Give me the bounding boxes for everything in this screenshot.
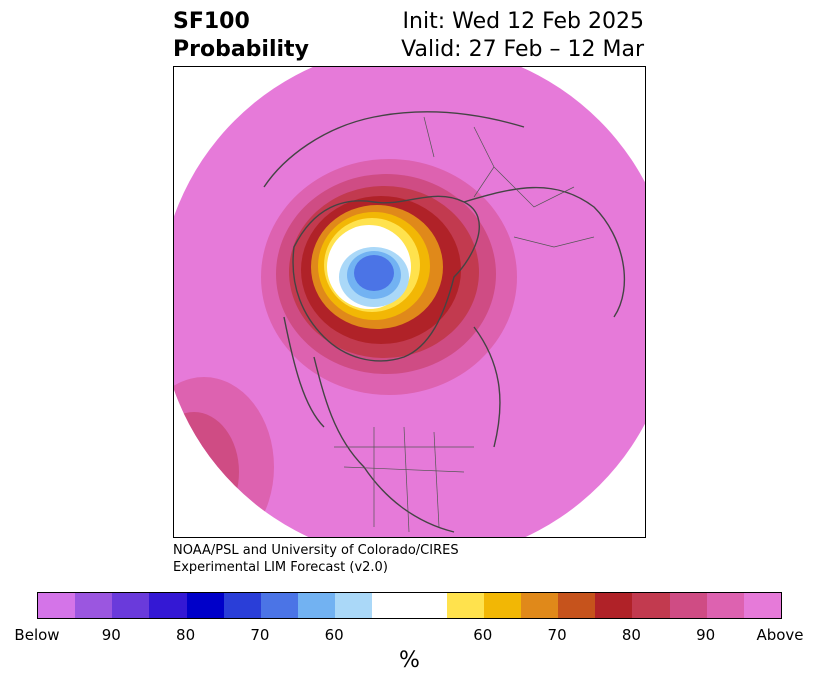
colorbar-swatch [112,593,150,618]
colorbar-tick-label: 60 [324,626,344,644]
border-line-8 [473,126,495,198]
colorbar-swatch [186,593,224,618]
colorbar-swatch [632,593,670,618]
coastline-europe [473,326,501,448]
title-variable: SF100 [173,9,250,34]
border-line-7 [513,236,595,248]
colorbar-swatch [743,593,782,618]
coastline-north-america [313,356,455,533]
colorbar-swatch [75,593,113,618]
colorbar-swatch [595,593,633,618]
colorbar-tick-label: 70 [547,626,567,644]
colorbar-tick-label: 80 [176,626,196,644]
colorbar-tick-label: Below [14,626,60,644]
colorbar-swatch [706,593,744,618]
colorbar-label: % [399,648,420,673]
border-line-6 [493,166,575,208]
coastline-north-pacific [263,111,525,188]
colorbar-swatch [335,593,373,618]
coastline-greenland [283,316,325,428]
colorbar-tick-label: Above [756,626,804,644]
title-metric: Probability [173,37,309,62]
colorbar-swatch [372,593,447,618]
colorbar-swatch [446,593,484,618]
credit-text: NOAA/PSL and University of Colorado/CIRE… [173,542,459,576]
colorbar-swatch [149,593,187,618]
map-title: SF100 Probability [173,8,309,64]
colorbar [37,592,782,619]
colorbar-swatch [483,593,522,618]
colorbar-swatch [223,593,261,618]
colorbar-swatch [558,593,596,618]
colorbar-tick-label: 70 [250,626,270,644]
colorbar-swatch [298,593,336,618]
colorbar-swatch [669,593,707,618]
polar-map [173,66,646,538]
credit-line-2: Experimental LIM Forecast (v2.0) [173,560,388,575]
forecast-dates: Init: Wed 12 Feb 2025 Valid: 27 Feb – 12… [401,8,644,64]
border-line-2 [343,466,465,473]
colorbar-swatch [38,593,76,618]
init-date: Init: Wed 12 Feb 2025 [402,9,644,34]
coastline-arctic-rim [292,195,480,362]
coastlines [263,111,626,533]
colorbar-tick-label: 80 [621,626,641,644]
contour-below-70 [354,255,394,291]
border-line-5 [433,431,440,528]
valid-period: Valid: 27 Feb – 12 Mar [401,37,644,62]
border-line-4 [403,426,410,533]
anomaly-tail-inner [174,442,209,512]
colorbar-swatch [521,593,559,618]
political-borders [334,116,595,533]
anomaly-contours [261,159,517,395]
colorbar-tick-label: 90 [696,626,716,644]
border-line-9 [423,116,435,158]
colorbar-tick-label: 60 [473,626,493,644]
forecast-map-svg [174,67,645,537]
credit-line-1: NOAA/PSL and University of Colorado/CIRE… [173,543,459,558]
colorbar-tick-label: 90 [101,626,121,644]
colorbar-ticks: Below 90 80 70 60 60 70 80 90 Above [0,626,819,646]
coastline-eurasia [463,186,626,318]
colorbar-swatch [260,593,299,618]
